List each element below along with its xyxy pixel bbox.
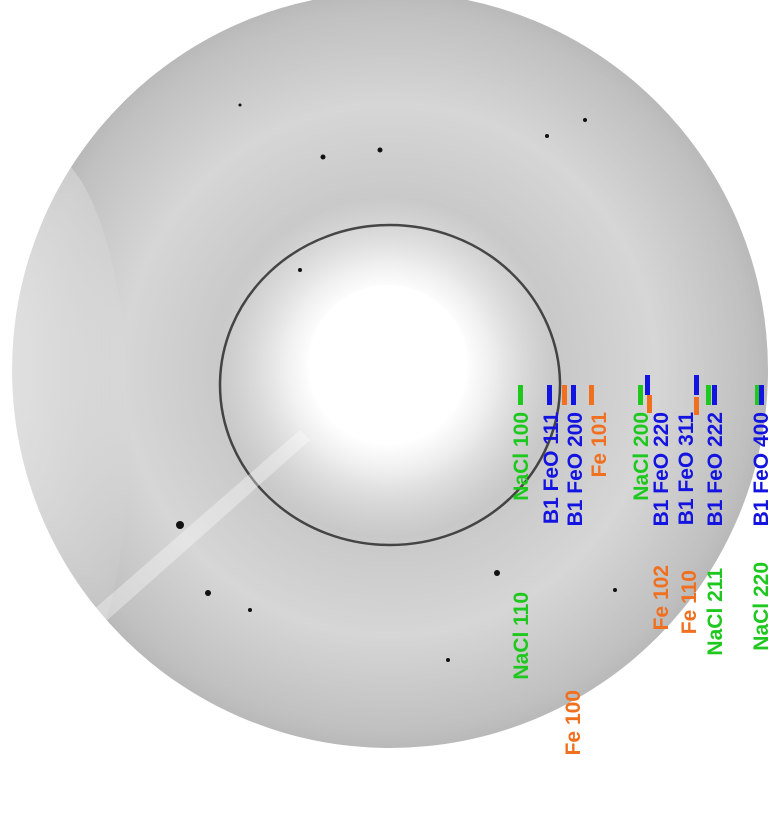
peak-label: B1 FeO 200 <box>564 412 587 526</box>
peak-label: B1 FeO 222 <box>704 412 727 526</box>
image-background <box>0 0 768 748</box>
peak-label: B1 FeO 311 <box>675 412 698 526</box>
peak-label: Fe 101 <box>588 412 611 478</box>
peak-label: B1 FeO 220 <box>650 412 673 526</box>
peak-label: NaCl 110 <box>510 592 533 680</box>
peak-label: Fe 102 <box>650 565 673 630</box>
peak-label: Fe 110 <box>678 570 701 634</box>
peak-label: NaCl 211 <box>704 568 727 656</box>
diffraction-image: NaCl 100 B1 FeO 111B1 FeO 200Fe 101 NaCl 2… <box>0 0 782 830</box>
peak-label: B1 FeO 111 <box>540 412 563 524</box>
peak-label: NaCl 220 <box>750 562 773 651</box>
peak-label: B1 FeO 400 <box>750 412 773 526</box>
peak-label: Fe 100 <box>562 690 585 755</box>
peak-label: NaCl 100 <box>510 412 533 501</box>
